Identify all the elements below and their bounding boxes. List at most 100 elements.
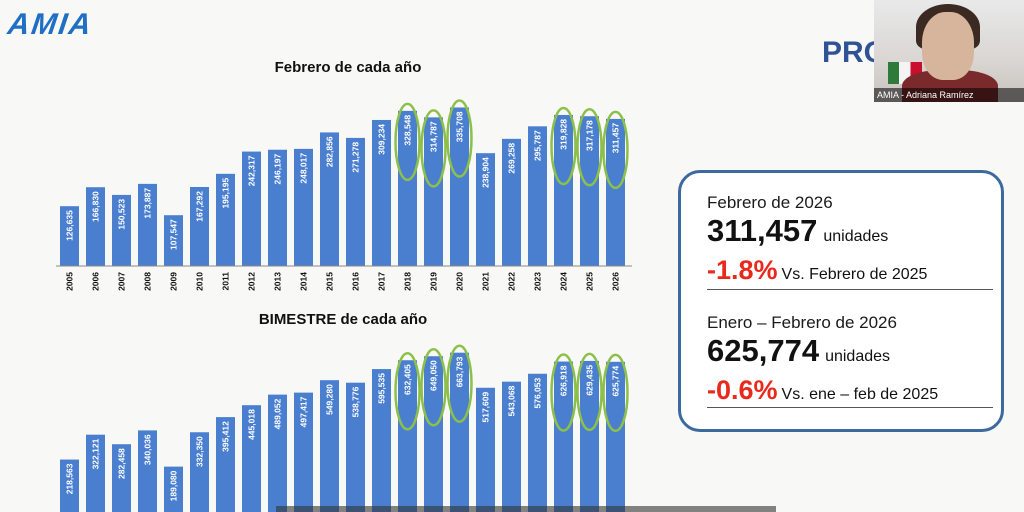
data-label: 335,708 [455, 111, 465, 142]
bar [268, 394, 287, 512]
bimestre-label: Enero – Febrero de 2026 [707, 313, 897, 332]
bar [424, 117, 443, 266]
tick-label: 2009 [169, 272, 179, 291]
bar [320, 380, 339, 512]
screen-share-bar [276, 506, 776, 512]
tick-label: 2013 [273, 272, 283, 291]
data-label: 189,080 [169, 470, 179, 501]
bimestre-pct-row: -0.6% Vs. ene – feb de 2025 [707, 375, 997, 410]
bar [450, 352, 469, 512]
data-label: 629,435 [585, 365, 595, 396]
data-label: 649,050 [429, 360, 439, 391]
data-label: 282,458 [117, 448, 127, 479]
data-label: 626,918 [559, 365, 569, 396]
feb-value: 311,457 [707, 213, 818, 248]
tick-label: 2015 [325, 272, 335, 291]
tick-label: 2025 [585, 272, 595, 291]
data-label: 195,195 [221, 178, 231, 209]
bar [60, 206, 79, 266]
bimestre-vs: Vs. ene – feb de 2025 [781, 386, 939, 403]
bimestre-value-row: 625,774 unidades [707, 333, 997, 375]
data-label: 317,178 [585, 120, 595, 151]
data-label: 126,635 [65, 210, 75, 241]
bar [294, 148, 313, 266]
highlight-ellipse [446, 99, 473, 178]
bar [190, 187, 209, 266]
chart-title: BIMESTRE de cada año [259, 311, 427, 328]
highlight-ellipse [550, 106, 577, 186]
tick-label: 2016 [351, 272, 361, 291]
data-label: 271,278 [351, 142, 361, 173]
bar [138, 430, 157, 512]
highlight-ellipse [576, 352, 603, 432]
bar [294, 392, 313, 512]
tick-label: 2018 [403, 272, 413, 291]
data-label: 663,793 [455, 356, 465, 387]
bar [580, 360, 599, 512]
bimestre-pct: -0.6% [707, 375, 778, 405]
data-label: 282,856 [325, 136, 335, 167]
chart-title: Febrero de cada año [275, 59, 422, 76]
highlight-ellipse [420, 347, 447, 427]
bar [268, 149, 287, 266]
tick-label: 2024 [559, 272, 569, 291]
data-label: 166,830 [91, 191, 101, 222]
data-label: 517,609 [481, 392, 491, 423]
bar [216, 173, 235, 266]
participant-video[interactable]: AMIA - Adriana Ramírez [874, 0, 1024, 102]
feb-vs: Vs. Febrero de 2025 [781, 266, 928, 283]
tick-label: 2010 [195, 272, 205, 291]
highlight-ellipse [602, 353, 629, 433]
data-label: 150,523 [117, 199, 127, 230]
data-label: 319,828 [559, 119, 569, 150]
highlight-ellipse [576, 107, 603, 187]
bar [606, 361, 625, 512]
bar [450, 107, 469, 266]
bar [372, 119, 391, 266]
data-label: 489,052 [273, 398, 283, 429]
data-label: 242,317 [247, 155, 257, 186]
data-label: 309,234 [377, 124, 387, 155]
data-label: 632,405 [403, 364, 413, 395]
data-label: 340,036 [143, 434, 153, 465]
bar [424, 356, 443, 512]
data-label: 246,197 [273, 153, 283, 184]
bar [398, 360, 417, 512]
data-label: 538,776 [351, 386, 361, 417]
feb-label: Febrero de 2026 [707, 193, 833, 212]
highlight-ellipse [550, 353, 577, 432]
tick-label: 2006 [91, 272, 101, 291]
bar [164, 466, 183, 512]
tick-label: 2026 [611, 272, 621, 291]
tick-label: 2011 [221, 272, 231, 291]
tick-label: 2012 [247, 272, 257, 291]
feb-value-row: 311,457 unidades [707, 213, 997, 255]
data-label: 395,412 [221, 421, 231, 452]
data-label: 248,017 [299, 153, 309, 184]
bar [242, 405, 261, 512]
data-label: 238,904 [481, 157, 491, 188]
bar [606, 118, 625, 266]
data-label: 497,417 [299, 396, 309, 427]
bar [476, 387, 495, 512]
bar [112, 194, 131, 266]
tick-label: 2020 [455, 272, 465, 291]
bar [502, 381, 521, 512]
summary-card: Febrero de 2026 311,457 unidades -1.8% Vs.… [678, 170, 1004, 432]
bar [580, 116, 599, 266]
data-label: 332,350 [195, 436, 205, 467]
data-label: 295,787 [533, 130, 543, 161]
feb-unit: unidades [823, 228, 889, 245]
bar [86, 187, 105, 266]
data-label: 543,068 [507, 385, 517, 416]
data-label: 322,121 [91, 438, 101, 469]
data-label: 445,018 [247, 409, 257, 440]
data-label: 314,787 [429, 121, 439, 152]
bar [320, 132, 339, 266]
bar [242, 151, 261, 266]
highlight-ellipse [446, 344, 473, 423]
bimestre-unit: unidades [825, 348, 891, 365]
bar [216, 417, 235, 512]
bar [190, 432, 209, 512]
bar [86, 434, 105, 512]
